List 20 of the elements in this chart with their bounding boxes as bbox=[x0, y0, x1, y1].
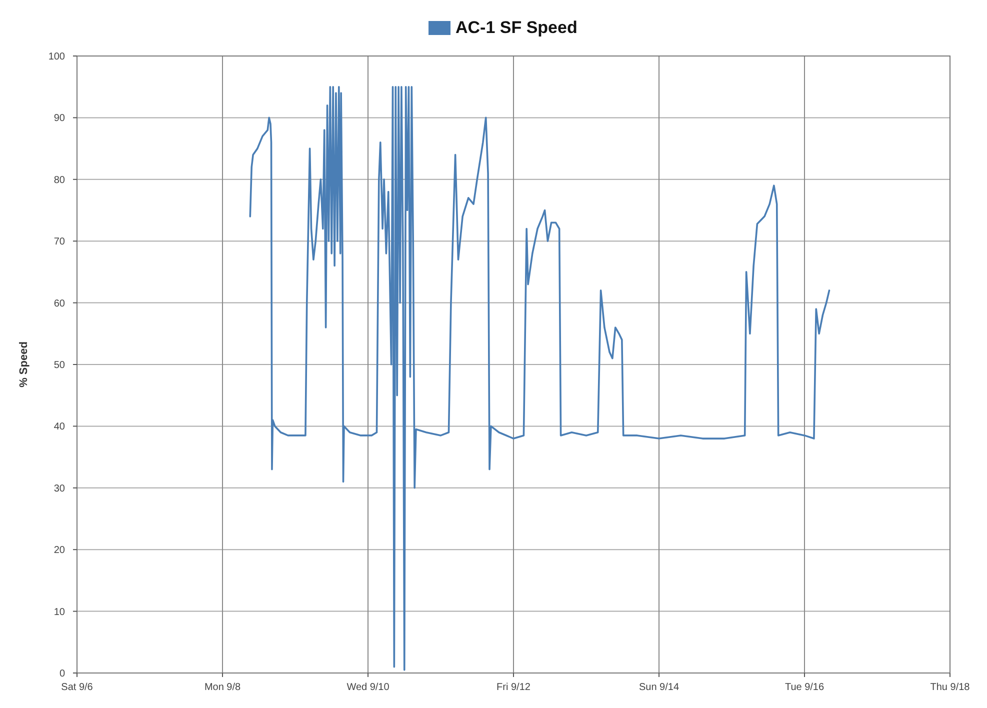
x-tick-label: Wed 9/10 bbox=[346, 682, 390, 693]
y-tick-label: 40 bbox=[54, 422, 66, 433]
y-axis-title: % Speed bbox=[18, 342, 30, 388]
y-tick-label: 10 bbox=[54, 606, 66, 618]
y-tick-label: 70 bbox=[54, 236, 66, 248]
y-tick-label: 30 bbox=[54, 483, 66, 494]
y-tick-label: 100 bbox=[48, 52, 66, 62]
x-tick-label: Tue 9/16 bbox=[784, 682, 824, 693]
y-tick-label: 80 bbox=[54, 174, 66, 186]
y-tick-label: 90 bbox=[54, 113, 66, 124]
x-tick-label: Sun 9/14 bbox=[638, 682, 680, 693]
x-tick-label: Thu 9/18 bbox=[930, 682, 970, 693]
x-tick-label: Fri 9/12 bbox=[496, 682, 531, 693]
y-tick-label: 60 bbox=[54, 298, 66, 310]
x-tick-label: Mon 9/8 bbox=[204, 682, 241, 693]
y-tick-label: 50 bbox=[54, 360, 66, 371]
y-tick-label: 20 bbox=[54, 545, 66, 556]
y-tick-label: 0 bbox=[59, 668, 66, 680]
legend-label: AC-1 SF Speed bbox=[456, 18, 578, 37]
x-tick-label: Sat 9/6 bbox=[61, 682, 94, 693]
